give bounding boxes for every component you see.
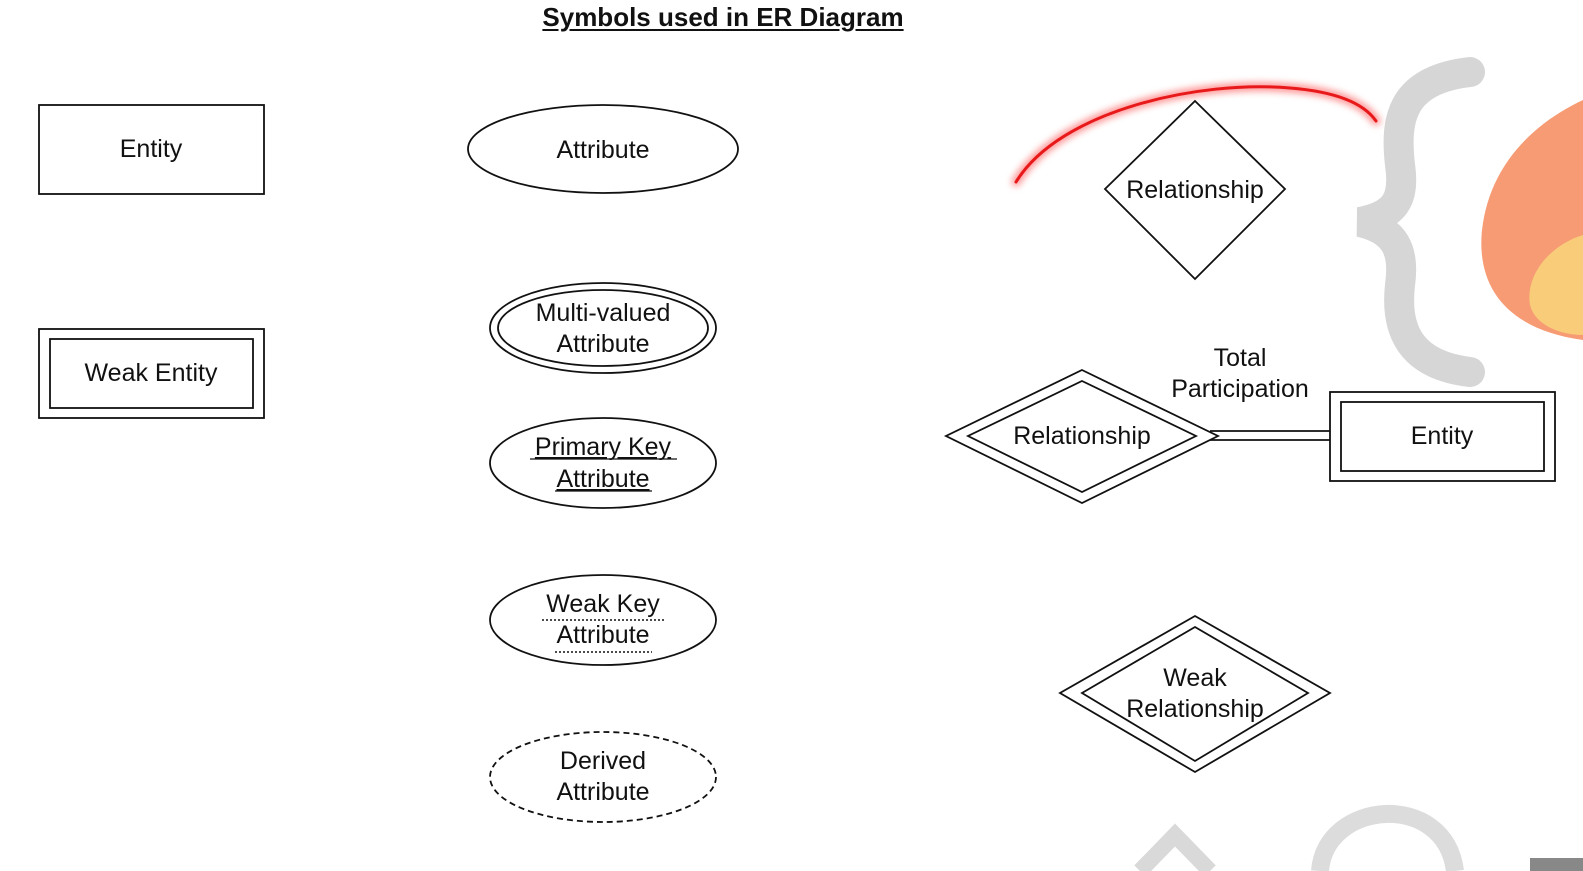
brace-icon xyxy=(1356,57,1485,387)
weak-key-attribute-line2: Attribute xyxy=(556,621,649,649)
derived-attribute-symbol: Derived Attribute xyxy=(489,731,717,823)
multivalued-attribute-symbol: Multi-valued Attribute xyxy=(489,282,717,374)
weak-entity-label: Weak Entity xyxy=(85,359,218,387)
total-participation-line2: Participation xyxy=(1171,375,1309,403)
primary-key-attribute-line2: Attribute xyxy=(556,465,649,493)
primary-key-attribute-symbol: Primary Key Attribute xyxy=(489,417,717,509)
entity-label: Entity xyxy=(120,135,183,163)
primary-key-attribute-line1: Primary Key xyxy=(535,433,672,461)
weak-entity-symbol: Weak Entity xyxy=(38,328,265,419)
attribute-label: Attribute xyxy=(556,136,649,164)
derived-attribute-line2: Attribute xyxy=(556,778,649,806)
watermark-logo-icon xyxy=(1134,57,1583,871)
weak-key-attribute-line1: Weak Key xyxy=(546,590,660,618)
relationship-label: Relationship xyxy=(1126,176,1264,204)
watermark-arc-icon xyxy=(1311,804,1464,871)
total-participation-symbol: Relationship Total Participation Entity xyxy=(943,344,1556,505)
weak-relationship-symbol: Weak Relationship xyxy=(1058,614,1332,774)
weak-relationship-line1: Weak xyxy=(1163,664,1227,692)
weak-relationship-line2: Relationship xyxy=(1126,695,1264,723)
derived-attribute-line1: Derived xyxy=(560,747,646,775)
flame-inner-icon xyxy=(1529,235,1583,335)
participating-entity-label: Entity xyxy=(1411,422,1474,450)
highlight-annotation xyxy=(1011,82,1381,187)
attribute-symbol: Attribute xyxy=(467,104,739,194)
watermark-shape-icon xyxy=(1134,823,1216,871)
total-participation-line1: Total xyxy=(1214,344,1267,372)
relationship-symbol: Relationship xyxy=(1103,99,1287,281)
participating-entity-box xyxy=(1329,391,1556,482)
entity-symbol: Entity xyxy=(38,104,265,195)
page-title: Symbols used in ER Diagram xyxy=(542,2,904,32)
corner-mark-icon xyxy=(1530,858,1583,871)
weak-key-attribute-symbol: Weak Key Attribute xyxy=(489,574,717,666)
identifying-relationship-label: Relationship xyxy=(1013,422,1151,450)
multivalued-attribute-line1: Multi-valued xyxy=(536,299,671,327)
multivalued-attribute-line2: Attribute xyxy=(556,330,649,358)
